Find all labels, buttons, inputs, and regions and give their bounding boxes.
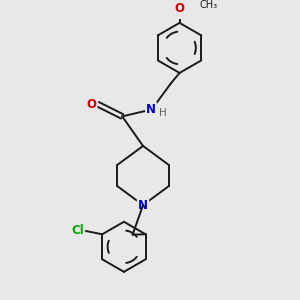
Text: H: H bbox=[159, 108, 167, 118]
Text: N: N bbox=[146, 103, 156, 116]
Text: Cl: Cl bbox=[71, 224, 84, 237]
Text: O: O bbox=[174, 2, 184, 15]
Text: O: O bbox=[87, 98, 97, 111]
Text: N: N bbox=[138, 199, 148, 212]
Text: CH₃: CH₃ bbox=[200, 1, 218, 10]
